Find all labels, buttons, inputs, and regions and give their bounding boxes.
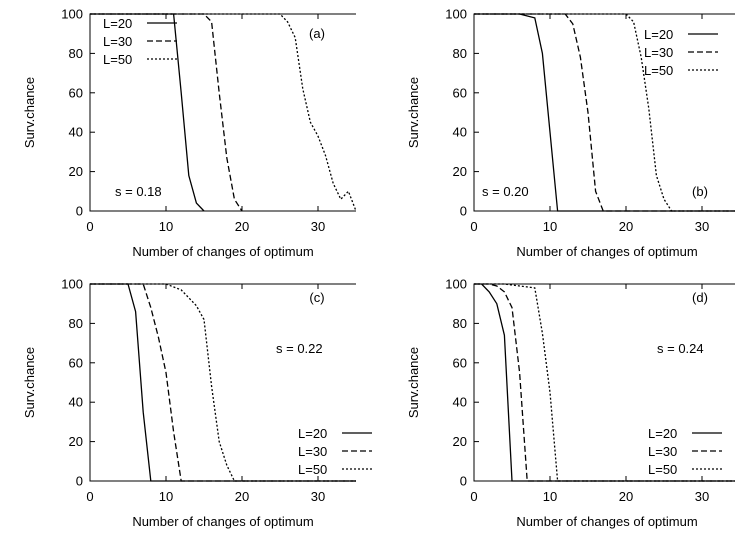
y-tick-label: 20 xyxy=(69,434,83,449)
parameter-annotation: s = 0.24 xyxy=(657,341,704,356)
x-tick-label: 0 xyxy=(470,489,477,504)
y-tick-label: 100 xyxy=(445,277,467,292)
legend-label: L=50 xyxy=(644,63,673,78)
x-tick-label: 0 xyxy=(86,489,93,504)
y-tick-label: 100 xyxy=(61,277,83,292)
y-tick-label: 20 xyxy=(453,164,467,179)
x-axis-label: Number of changes of optimum xyxy=(132,514,313,529)
legend-label: L=30 xyxy=(644,45,673,60)
legend-label: L=20 xyxy=(644,27,673,42)
parameter-annotation: s = 0.22 xyxy=(276,341,323,356)
series-line-l-50 xyxy=(474,13,735,212)
x-tick-label: 10 xyxy=(159,489,173,504)
y-tick-label: 100 xyxy=(61,7,83,22)
y-axis-label: Surv.chance xyxy=(22,77,37,148)
x-tick-label: 20 xyxy=(619,219,633,234)
legend-label: L=30 xyxy=(648,444,677,459)
y-tick-label: 80 xyxy=(453,46,467,61)
y-tick-label: 80 xyxy=(69,316,83,331)
y-tick-label: 80 xyxy=(69,46,83,61)
series-group xyxy=(90,283,356,482)
series-group xyxy=(90,13,356,212)
chart-panel-1: 0 20 40 60 80 100 0 10 20 30 Number of changes of … xyxy=(22,7,356,259)
legend: L=20 L=30 L=50 xyxy=(298,426,372,477)
legend-label: L=50 xyxy=(648,462,677,477)
series-line-l-50 xyxy=(474,283,735,482)
legend-label: L=50 xyxy=(103,52,132,67)
y-axis-label: Surv.chance xyxy=(406,77,421,148)
y-tick-label: 60 xyxy=(453,355,467,370)
x-tick-label: 10 xyxy=(543,219,557,234)
y-axis-label: Surv.chance xyxy=(406,347,421,418)
x-tick-label: 0 xyxy=(86,219,93,234)
legend-label: L=30 xyxy=(103,34,132,49)
x-axis-label: Number of changes of optimum xyxy=(516,244,697,259)
x-tick-label: 30 xyxy=(311,489,325,504)
x-tick-label: 20 xyxy=(235,219,249,234)
y-tick-label: 40 xyxy=(453,125,467,140)
plot-frame xyxy=(473,13,735,212)
y-tick-label: 40 xyxy=(453,395,467,410)
x-tick-label: 20 xyxy=(235,489,249,504)
chart-panel-3: 0 20 40 60 80 100 0 10 20 30 Number of changes of … xyxy=(22,277,372,529)
y-tick-label: 60 xyxy=(69,85,83,100)
chart-panel-2: 0 20 40 60 80 100 0 10 20 30 Number of changes of … xyxy=(406,7,735,259)
y-tick-label: 100 xyxy=(445,7,467,22)
legend-label: L=50 xyxy=(298,462,327,477)
y-tick-label: 0 xyxy=(76,474,83,489)
y-tick-label: 40 xyxy=(69,125,83,140)
legend: L=20 L=30 L=50 xyxy=(648,426,722,477)
x-tick-label: 10 xyxy=(543,489,557,504)
y-axis-label: Surv.chance xyxy=(22,347,37,418)
parameter-annotation: s = 0.18 xyxy=(115,184,162,199)
legend-label: L=30 xyxy=(298,444,327,459)
x-tick-label: 20 xyxy=(619,489,633,504)
y-tick-label: 20 xyxy=(453,434,467,449)
legend: L=20 L=30 L=50 xyxy=(103,16,177,67)
panel-label: (b) xyxy=(692,184,708,199)
x-tick-label: 30 xyxy=(311,219,325,234)
chart-panel-4: 0 20 40 60 80 100 0 10 20 30 Number of changes of … xyxy=(406,277,735,529)
y-tick-label: 0 xyxy=(460,474,467,489)
y-tick-label: 0 xyxy=(76,204,83,219)
legend-label: L=20 xyxy=(298,426,327,441)
x-tick-label: 30 xyxy=(695,219,709,234)
y-tick-label: 80 xyxy=(453,316,467,331)
legend-label: L=20 xyxy=(648,426,677,441)
legend-label: L=20 xyxy=(103,16,132,31)
series-group xyxy=(474,283,735,482)
x-tick-label: 30 xyxy=(695,489,709,504)
panel-label: (c) xyxy=(309,290,324,305)
series-line-l-30 xyxy=(474,13,735,212)
legend: L=20 L=30 L=50 xyxy=(644,27,718,78)
y-tick-label: 0 xyxy=(460,204,467,219)
x-tick-label: 10 xyxy=(159,219,173,234)
series-line-l-50 xyxy=(90,13,356,212)
y-tick-label: 40 xyxy=(69,395,83,410)
x-tick-label: 0 xyxy=(470,219,477,234)
y-tick-label: 20 xyxy=(69,164,83,179)
parameter-annotation: s = 0.20 xyxy=(482,184,529,199)
series-line-l-50 xyxy=(90,283,356,482)
x-axis-label: Number of changes of optimum xyxy=(516,514,697,529)
panel-label: (d) xyxy=(692,290,708,305)
y-tick-label: 60 xyxy=(453,85,467,100)
series-line-l-20 xyxy=(474,13,735,212)
panel-label: (a) xyxy=(309,26,325,41)
x-axis-label: Number of changes of optimum xyxy=(132,244,313,259)
series-line-l-30 xyxy=(90,283,356,482)
series-group xyxy=(474,13,735,212)
y-tick-label: 60 xyxy=(69,355,83,370)
